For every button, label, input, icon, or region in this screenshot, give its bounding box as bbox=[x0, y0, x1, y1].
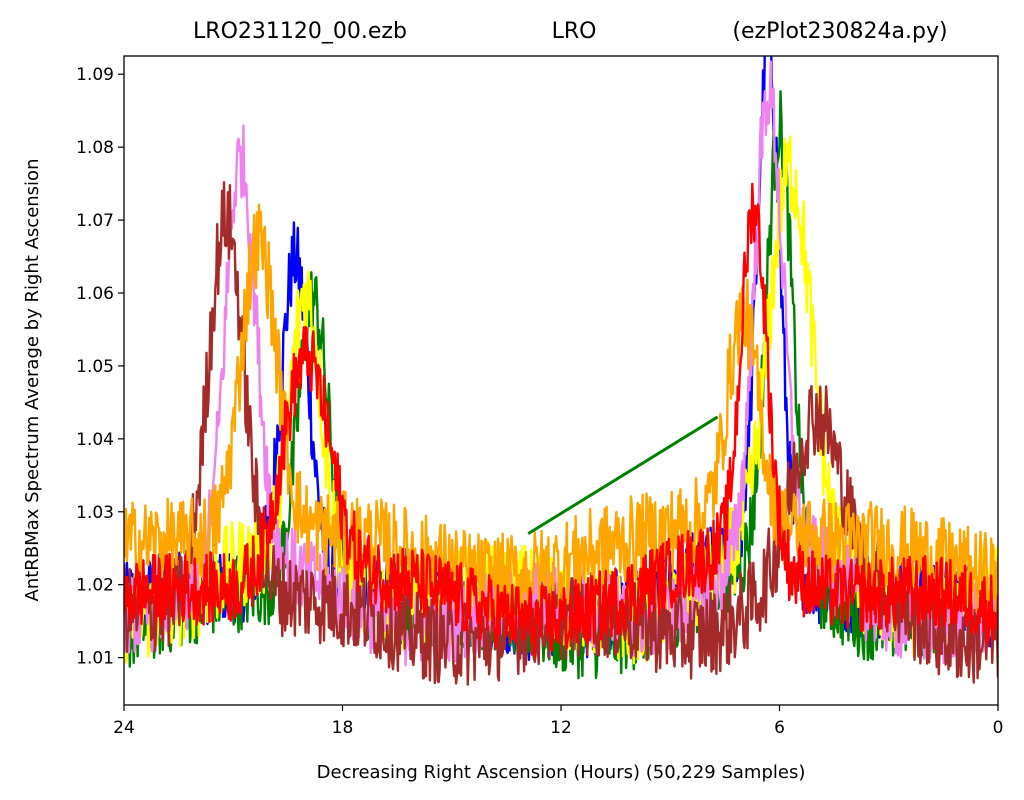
x-tick-label: 6 bbox=[774, 718, 785, 738]
y-tick-label: 1.01 bbox=[76, 649, 114, 669]
x-tick-label: 12 bbox=[550, 718, 572, 738]
x-tick-label: 18 bbox=[332, 718, 354, 738]
x-tick-label: 24 bbox=[113, 718, 135, 738]
chart-title-center: LRO bbox=[552, 19, 597, 44]
series-line bbox=[124, 181, 998, 686]
x-axis-label: Decreasing Right Ascension (Hours) (50,2… bbox=[317, 762, 806, 783]
y-tick-label: 1.08 bbox=[76, 138, 114, 158]
x-axis: 24 18 12 6 0 bbox=[113, 705, 1003, 738]
chart-title-right: (ezPlot230824a.py) bbox=[732, 19, 947, 44]
y-tick-label: 1.06 bbox=[76, 284, 114, 304]
green-connector-line bbox=[527, 415, 719, 535]
y-tick-label: 1.07 bbox=[76, 211, 114, 231]
y-tick-label: 1.02 bbox=[76, 576, 114, 596]
y-tick-label: 1.03 bbox=[76, 503, 114, 523]
chart-title-left: LRO231120_00.ezb bbox=[193, 19, 407, 44]
series-line bbox=[124, 203, 998, 621]
y-axis-label: AntRBMax Spectrum Average by Right Ascen… bbox=[22, 159, 43, 602]
y-tick-label: 1.05 bbox=[76, 357, 114, 377]
y-tick-label: 1.09 bbox=[76, 65, 114, 85]
series-line bbox=[124, 182, 998, 657]
y-tick-label: 1.04 bbox=[76, 430, 114, 450]
y-axis: 1.01 1.02 1.03 1.04 1.05 1.06 1.07 1.08 1.09 bbox=[76, 65, 124, 669]
x-tick-label: 0 bbox=[993, 718, 1004, 738]
series-layer bbox=[124, 56, 998, 686]
